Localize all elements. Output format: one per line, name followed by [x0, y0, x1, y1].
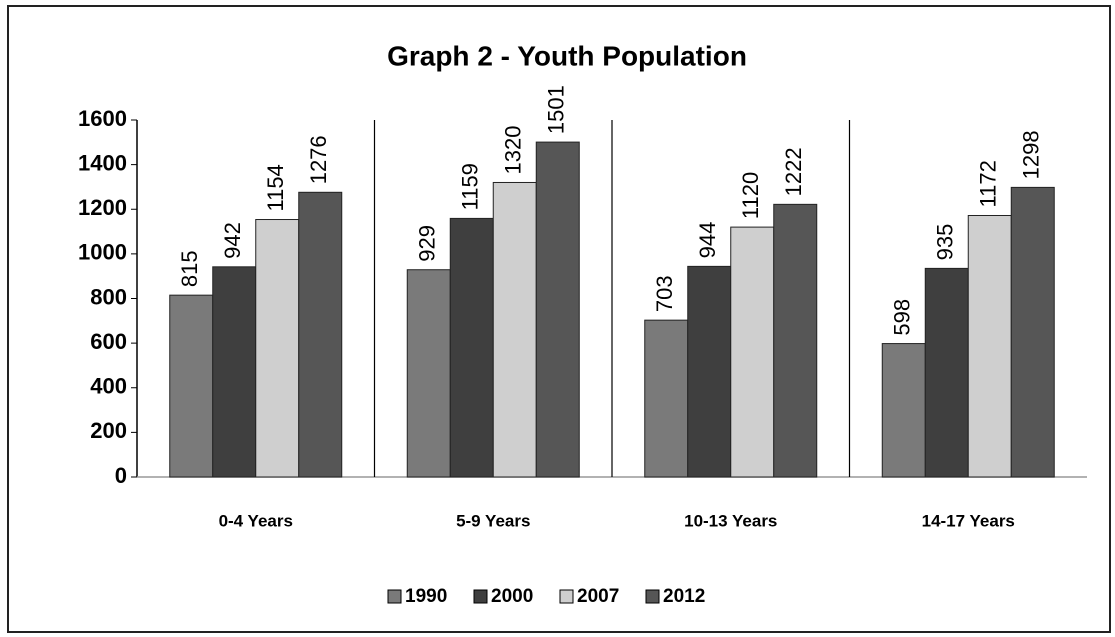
data-label: 598 [890, 299, 915, 336]
bar [730, 226, 775, 478]
bar [881, 343, 926, 478]
bar [492, 181, 537, 478]
y-tick-label: 1400 [78, 150, 127, 175]
legend-swatch [559, 589, 574, 604]
y-tick-label: 600 [90, 329, 127, 354]
bar [644, 319, 689, 478]
data-label: 1222 [781, 147, 806, 196]
data-label: 1120 [738, 172, 763, 219]
bar [449, 217, 494, 478]
bar [169, 294, 214, 478]
data-label: 942 [220, 222, 245, 259]
legend-label: 1990 [405, 586, 447, 607]
y-tick-label: 1600 [78, 106, 127, 131]
bar [406, 269, 451, 478]
bar [212, 266, 257, 478]
y-tick-label: 1200 [78, 195, 127, 220]
y-tick-label: 1000 [78, 240, 127, 265]
data-label: 935 [933, 224, 958, 261]
legend-label: 2007 [577, 586, 619, 607]
data-label: 703 [652, 275, 677, 312]
data-label: 1320 [501, 126, 526, 175]
data-label: 944 [695, 222, 720, 259]
legend-swatch [473, 589, 488, 604]
y-tick-label: 200 [90, 418, 127, 443]
x-tick-label: 0-4 Years [219, 511, 293, 530]
bar [773, 203, 818, 478]
y-tick-label: 800 [90, 284, 127, 309]
data-label: 1501 [544, 85, 569, 134]
bar [298, 191, 343, 478]
bar [967, 214, 1012, 478]
legend-label: 2012 [663, 586, 705, 607]
bar [687, 265, 732, 478]
bar [535, 141, 580, 478]
data-label: 815 [177, 250, 202, 287]
legend-label: 2000 [491, 586, 533, 607]
x-tick-label: 5-9 Years [456, 511, 530, 530]
x-tick-label: 10-13 Years [684, 511, 777, 530]
data-label: 1276 [306, 135, 331, 184]
data-label: 1154 [263, 164, 288, 211]
x-tick-label: 14-17 Years [922, 511, 1015, 530]
y-tick-label: 0 [115, 463, 127, 488]
data-label: 1298 [1019, 130, 1044, 179]
bar [1010, 186, 1055, 478]
legend-swatch [387, 589, 402, 604]
y-tick-label: 400 [90, 374, 127, 399]
bar [255, 219, 300, 478]
bar [924, 267, 969, 478]
data-label: 929 [415, 225, 440, 262]
data-label: 1172 [976, 160, 1001, 207]
chart-frame [7, 5, 1111, 633]
data-label: 1159 [458, 163, 483, 210]
chart-title: Graph 2 - Youth Population [387, 40, 747, 71]
legend-swatch [645, 589, 660, 604]
